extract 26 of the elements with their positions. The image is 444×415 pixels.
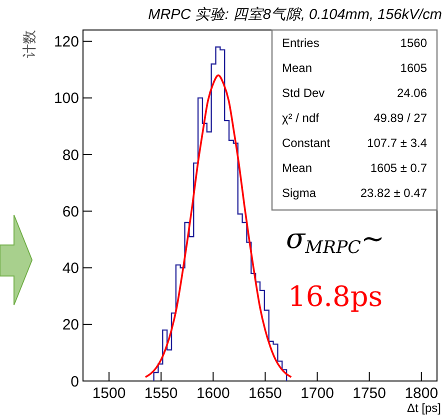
y-tick-label: 40 [62,260,79,278]
y-tick-label: 120 [54,34,79,51]
text: Mean 1605 [282,61,427,75]
y-tick-label: 100 [54,90,79,108]
text: Std Dev 24.06 [282,86,427,100]
y-axis-title: 计数 [21,30,37,58]
y-tick-label: 80 [62,146,79,164]
text: Constant 107.7 ± 3.4 [282,136,427,150]
x-tick-label: 1800 [404,385,438,402]
annotation: 16.8ps [288,280,383,313]
text: Mean 1605 ± 0.7 [282,161,427,175]
text: Sigma 23.82 ± 0.47 [282,186,427,200]
y-tick-label: 20 [62,316,79,334]
x-tick-label: 1650 [248,385,282,402]
y-tick-label: 60 [62,203,79,220]
x-tick-label: 1600 [196,385,230,402]
text: χ² / ndf 49.89 / 27 [282,111,427,125]
y-tick-label: 0 [70,373,79,390]
annotation: σ$_{MRPC}$~ [286,222,384,258]
x-axis-title: Δt [ps] [406,401,441,415]
x-tick-label: 1550 [144,385,178,402]
x-tick-label: 1750 [352,385,386,402]
x-tick-label: 1500 [92,385,126,402]
x-tick-label: 1700 [300,385,334,402]
chart-title: MRPC 实验: 四室8气隙, 0.104mm, 156kV/cm [148,6,442,23]
text: Entries 1560 [282,36,427,50]
